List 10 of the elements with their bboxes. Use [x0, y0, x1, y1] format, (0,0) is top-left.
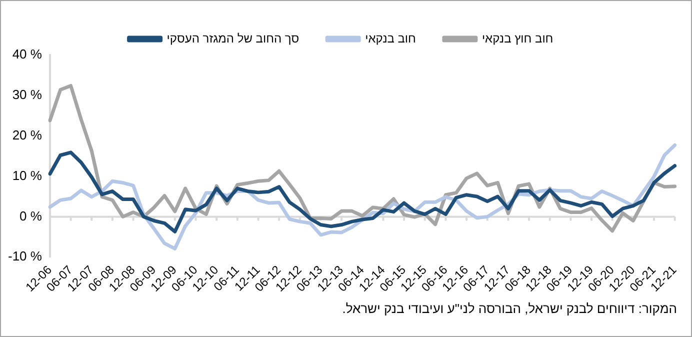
y-tick-label: 30 %	[12, 87, 42, 102]
text: המקור: דיווחים לבנק ישראל, הבורסה לני"ע ועיבודי בנק ישראל.	[342, 301, 677, 316]
legend-label: חוב בנקאי	[365, 31, 416, 46]
y-tick-label: -10 %	[8, 248, 42, 264]
y-tick-label: 0 %	[20, 208, 42, 224]
y-tick-label: 40 %	[12, 46, 42, 62]
y-tick-label: 20 %	[12, 127, 42, 142]
legend-label: סך החוב של המגזר העסקי	[166, 31, 300, 46]
legend-label: חוב חוץ בנקאי	[482, 31, 554, 46]
y-tick-label: 10 %	[12, 168, 42, 183]
